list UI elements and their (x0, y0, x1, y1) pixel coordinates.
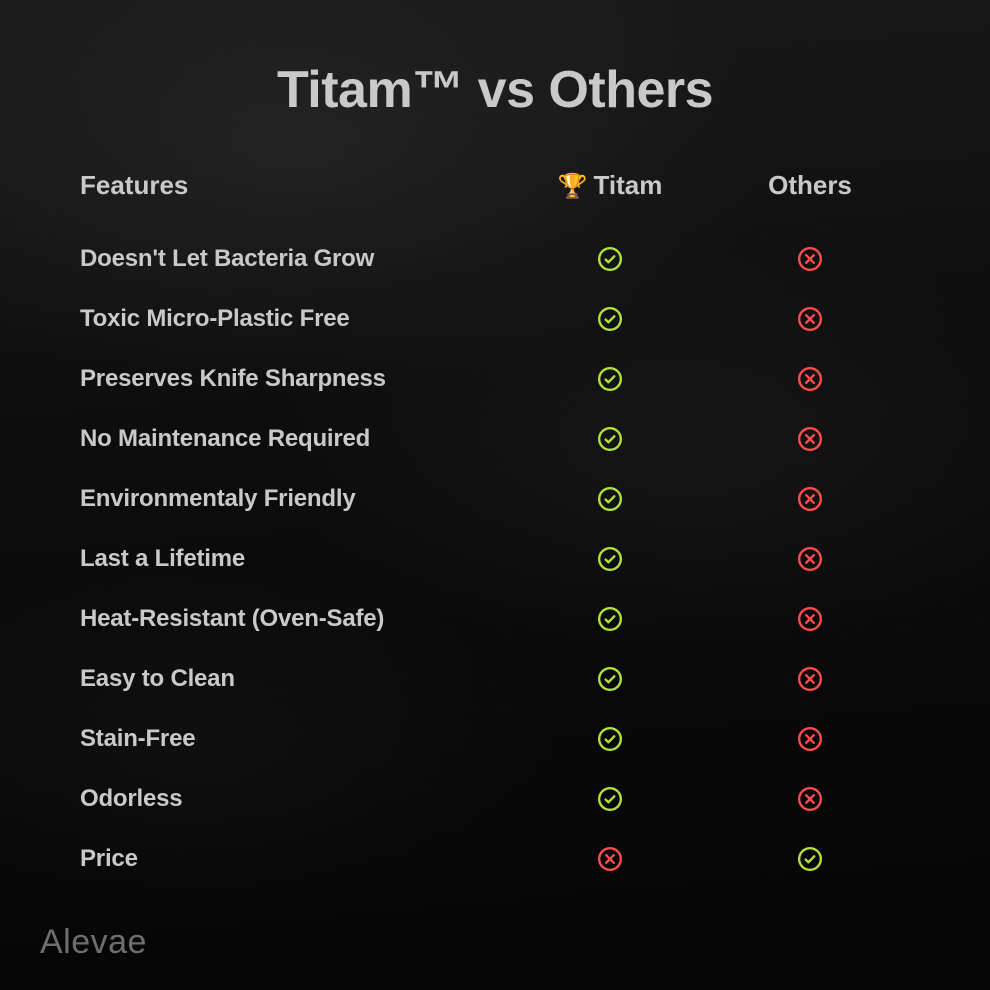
cross-icon (797, 606, 823, 632)
feature-label: Environmentaly Friendly (80, 485, 510, 513)
others-cell (710, 306, 910, 332)
cross-icon (597, 846, 623, 872)
others-cell (710, 426, 910, 452)
others-cell (710, 606, 910, 632)
column-header-titam-label: Titam (594, 170, 663, 200)
comparison-table: Features 🏆Titam Others Doesn't Let Bacte… (80, 170, 910, 889)
trophy-icon: 🏆 (558, 173, 588, 200)
check-icon (597, 666, 623, 692)
titam-cell (510, 726, 710, 752)
titam-cell (510, 306, 710, 332)
others-cell (710, 246, 910, 272)
cross-icon (797, 546, 823, 572)
feature-label: Price (80, 845, 510, 873)
others-cell (710, 846, 910, 872)
check-icon (597, 606, 623, 632)
table-row: Price (80, 829, 910, 889)
cross-icon (797, 246, 823, 272)
table-row: Stain-Free (80, 709, 910, 769)
cross-icon (797, 666, 823, 692)
titam-cell (510, 546, 710, 572)
check-icon (597, 486, 623, 512)
feature-label: Stain-Free (80, 725, 510, 753)
table-row: Heat-Resistant (Oven-Safe) (80, 589, 910, 649)
page-title: Titam™ vs Others (80, 60, 910, 120)
titam-cell (510, 366, 710, 392)
feature-label: Toxic Micro-Plastic Free (80, 305, 510, 333)
table-body: Doesn't Let Bacteria Grow Toxic Micro-Pla… (80, 229, 910, 889)
column-header-others: Others (710, 170, 910, 201)
title-text: Titam™ vs Others (277, 61, 713, 119)
cross-icon (797, 486, 823, 512)
check-icon (597, 426, 623, 452)
cross-icon (797, 306, 823, 332)
feature-label: Heat-Resistant (Oven-Safe) (80, 605, 510, 633)
others-cell (710, 666, 910, 692)
table-row: Last a Lifetime (80, 529, 910, 589)
feature-label: Odorless (80, 785, 510, 813)
column-header-features: Features (80, 170, 510, 201)
table-row: Odorless (80, 769, 910, 829)
check-icon (597, 786, 623, 812)
others-cell (710, 546, 910, 572)
table-row: Environmentaly Friendly (80, 469, 910, 529)
titam-cell (510, 486, 710, 512)
others-cell (710, 726, 910, 752)
cross-icon (797, 786, 823, 812)
feature-label: Doesn't Let Bacteria Grow (80, 245, 510, 273)
others-cell (710, 786, 910, 812)
feature-label: No Maintenance Required (80, 425, 510, 453)
brand-logo: Alevae (40, 923, 147, 962)
table-row: Toxic Micro-Plastic Free (80, 289, 910, 349)
titam-cell (510, 666, 710, 692)
column-header-titam: 🏆Titam (510, 170, 710, 201)
comparison-infographic: Titam™ vs Others Features 🏆Titam Others … (0, 0, 990, 990)
table-row: No Maintenance Required (80, 409, 910, 469)
titam-cell (510, 246, 710, 272)
check-icon (597, 246, 623, 272)
check-icon (597, 306, 623, 332)
feature-label: Last a Lifetime (80, 545, 510, 573)
titam-cell (510, 606, 710, 632)
feature-label: Easy to Clean (80, 665, 510, 693)
check-icon (597, 726, 623, 752)
titam-cell (510, 846, 710, 872)
check-icon (597, 366, 623, 392)
table-row: Easy to Clean (80, 649, 910, 709)
others-cell (710, 366, 910, 392)
titam-cell (510, 786, 710, 812)
cross-icon (797, 726, 823, 752)
cross-icon (797, 426, 823, 452)
check-icon (797, 846, 823, 872)
titam-cell (510, 426, 710, 452)
feature-label: Preserves Knife Sharpness (80, 365, 510, 393)
cross-icon (797, 366, 823, 392)
table-row: Preserves Knife Sharpness (80, 349, 910, 409)
others-cell (710, 486, 910, 512)
table-row: Doesn't Let Bacteria Grow (80, 229, 910, 289)
table-header-row: Features 🏆Titam Others (80, 170, 910, 201)
check-icon (597, 546, 623, 572)
